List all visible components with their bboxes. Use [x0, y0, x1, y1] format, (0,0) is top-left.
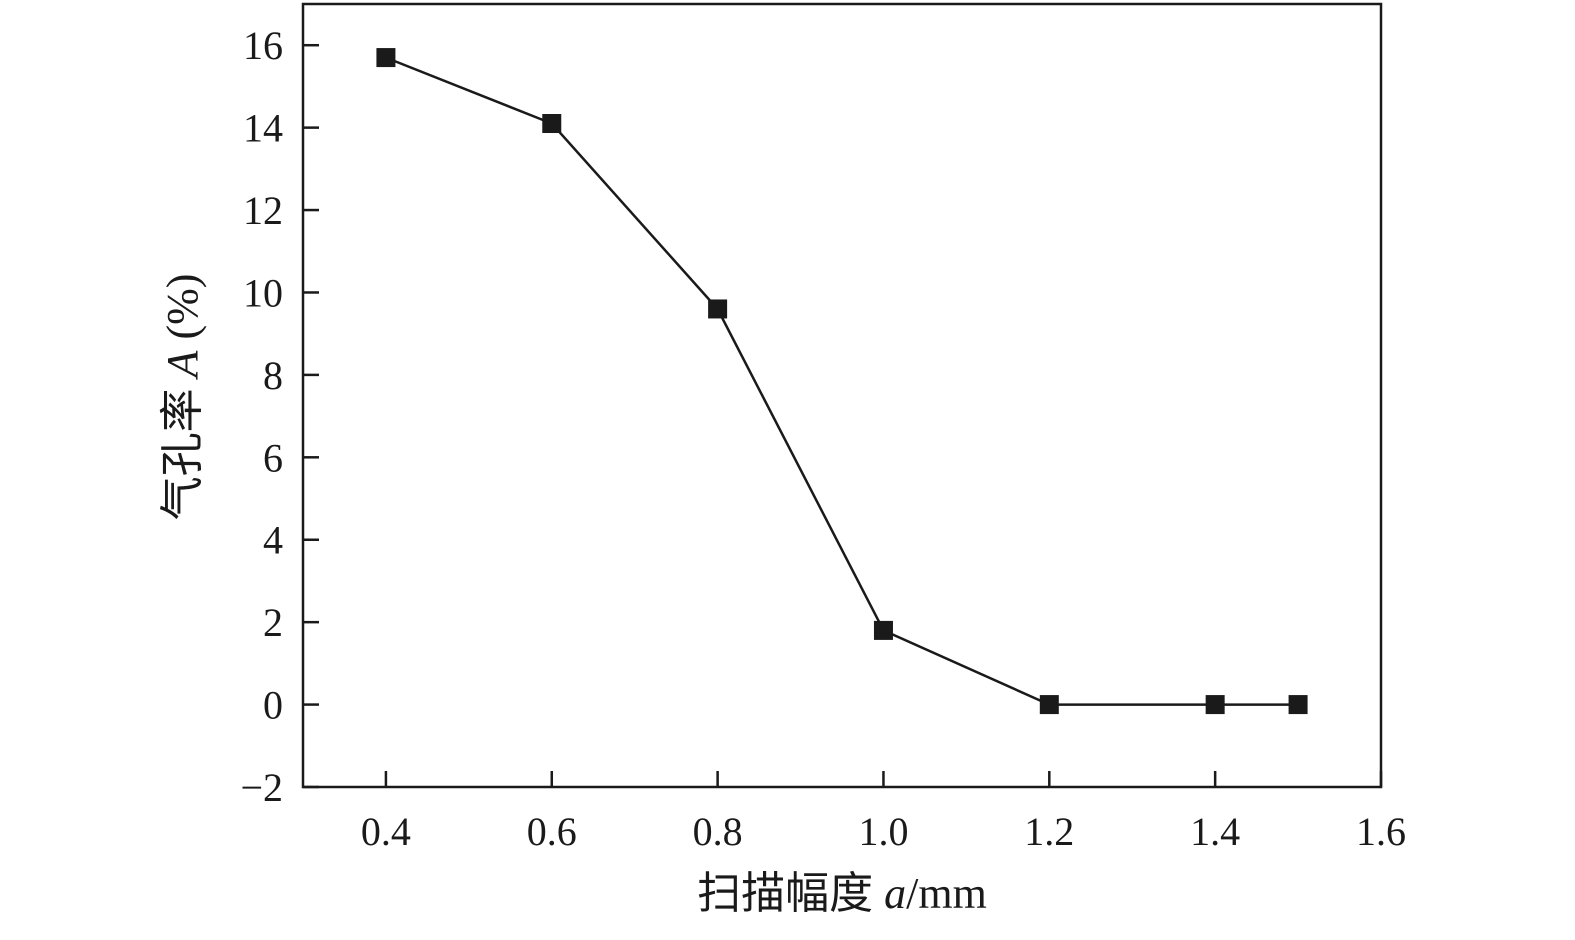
y-tick-label: 2: [263, 600, 283, 645]
y-tick-label: 16: [243, 23, 283, 68]
x-tick-label: 1.0: [858, 809, 908, 854]
y-axis-title-symbol: A: [158, 349, 207, 380]
y-tick-label: 4: [263, 518, 283, 563]
labels-layer: 扫描幅度 a/mm 气孔率 A (%): [158, 274, 987, 918]
x-tick-label: 0.8: [693, 809, 743, 854]
data-point-marker: [708, 299, 728, 319]
series-line: [385, 56, 1299, 706]
x-tick-label: 1.4: [1190, 809, 1240, 854]
plot-frame-layer: [301, 2, 1383, 789]
data-point-marker: [542, 114, 562, 134]
y-axis-title-suffix: (%): [158, 274, 207, 351]
x-axis-title: 扫描幅度 a/mm: [697, 869, 987, 918]
x-tick-label: 0.6: [527, 809, 577, 854]
x-tick-label: 1.6: [1356, 809, 1406, 854]
y-tick-label: 6: [263, 435, 283, 480]
y-tick-label: 10: [243, 270, 283, 315]
data-point-marker: [1205, 695, 1225, 715]
data-point-marker: [1039, 695, 1059, 715]
y-axis-title-prefix: 气孔率: [158, 377, 207, 520]
x-axis-title-suffix: /mm: [906, 869, 987, 918]
y-tick-label: 12: [243, 188, 283, 233]
data-point-marker: [873, 620, 893, 640]
y-tick-label: −2: [240, 765, 283, 810]
x-axis-title-symbol: a: [884, 869, 906, 918]
y-tick-label: 0: [263, 683, 283, 728]
data-point-marker: [1288, 695, 1308, 715]
data-point-marker: [376, 48, 396, 68]
plot-area-frame: [301, 2, 1383, 789]
y-tick-label: 8: [263, 353, 283, 398]
x-axis-title-prefix: 扫描幅度: [697, 869, 884, 918]
y-axis-title: 气孔率 A (%): [158, 274, 207, 521]
ticks-layer: 0.4 0.6 0.8 1.0 1.2 1.4 1.6 −2 0 2 4 6 8 10 12 14 16: [240, 23, 1406, 854]
series-layer: [376, 48, 1308, 715]
x-tick-label: 1.2: [1024, 809, 1074, 854]
x-tick-label: 0.4: [361, 809, 411, 854]
y-tick-label: 14: [243, 106, 283, 151]
